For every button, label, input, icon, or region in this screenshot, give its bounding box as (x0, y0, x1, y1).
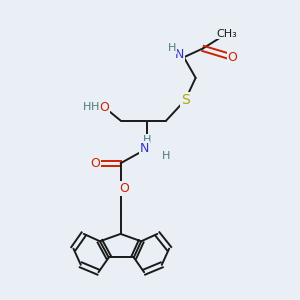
Text: O: O (91, 157, 100, 170)
Text: N: N (175, 48, 184, 61)
Text: O: O (119, 182, 129, 195)
Text: N: N (140, 142, 149, 155)
Text: O: O (99, 101, 109, 114)
Text: H: H (143, 135, 151, 145)
Text: H: H (91, 102, 100, 112)
Text: O: O (227, 51, 237, 64)
Text: H: H (162, 151, 170, 161)
Text: H: H (82, 102, 91, 112)
Text: CH₃: CH₃ (216, 29, 237, 39)
Text: S: S (181, 93, 190, 107)
Text: H: H (168, 44, 176, 53)
